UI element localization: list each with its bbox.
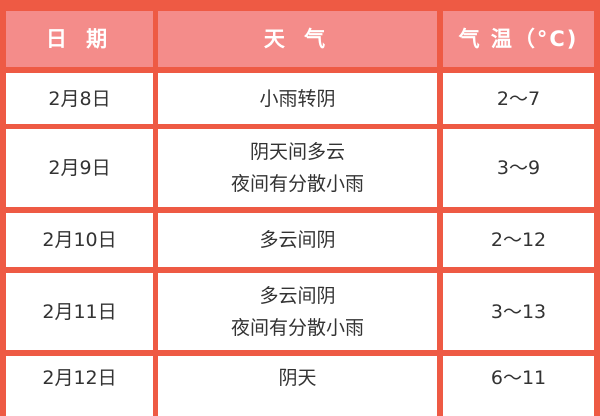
weather-text: 多云间阴 bbox=[259, 229, 336, 251]
date-cell: 2月8日 bbox=[6, 73, 153, 124]
date-text: 2月11日 bbox=[42, 300, 117, 323]
temp-cell: 3～13 bbox=[443, 273, 594, 350]
weather-text: 小雨转阴 bbox=[259, 87, 336, 110]
date-text: 2月10日 bbox=[42, 229, 117, 251]
weather-text: 阴天间多云 bbox=[249, 141, 345, 163]
weather-cell: 多云间阴 bbox=[158, 213, 437, 267]
header-date: 日 期 bbox=[6, 11, 153, 67]
temp-cell: 2～12 bbox=[443, 213, 594, 267]
date-cell: 2月10日 bbox=[6, 213, 153, 267]
weather-text: 夜间有分散小雨 bbox=[230, 316, 364, 339]
weather-cell: 多云间阴夜间有分散小雨 bbox=[158, 273, 437, 350]
temp-text: 3～13 bbox=[490, 300, 547, 323]
header-temp: 气 温（°C) bbox=[443, 11, 594, 67]
date-cell: 2月9日 bbox=[6, 129, 153, 207]
temp-cell: 3～9 bbox=[443, 129, 594, 207]
temp-cell: 6～11 bbox=[443, 356, 594, 416]
weather-cell: 阴天间多云夜间有分散小雨 bbox=[158, 129, 437, 207]
temp-text: 2～7 bbox=[496, 87, 541, 110]
temp-text: 3～9 bbox=[496, 157, 541, 179]
weather-text: 夜间有分散小雨 bbox=[230, 173, 364, 195]
header-weather: 天 气 bbox=[158, 11, 437, 67]
weather-text: 多云间阴 bbox=[259, 284, 336, 307]
temp-text: 2～12 bbox=[490, 229, 547, 251]
date-text: 2月9日 bbox=[48, 157, 111, 179]
temp-cell: 2～7 bbox=[443, 73, 594, 124]
date-cell: 2月11日 bbox=[6, 273, 153, 350]
weather-cell: 小雨转阴 bbox=[158, 73, 437, 124]
weather-text: 阴天 bbox=[278, 367, 317, 389]
date-text: 2月12日 bbox=[42, 367, 117, 389]
temp-text: 6～11 bbox=[490, 367, 547, 389]
weather-cell: 阴天 bbox=[158, 356, 437, 416]
date-cell: 2月12日 bbox=[6, 356, 153, 416]
date-text: 2月8日 bbox=[48, 87, 111, 110]
